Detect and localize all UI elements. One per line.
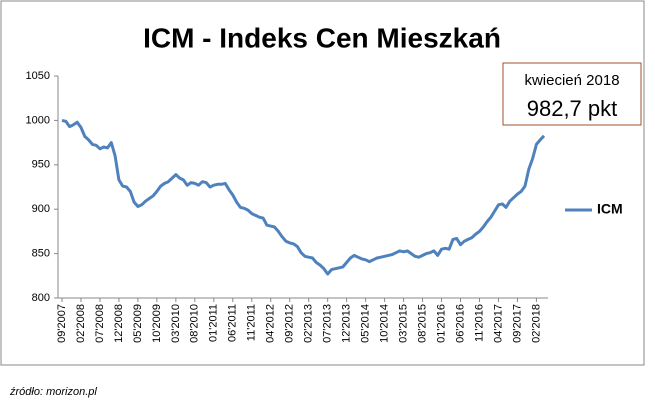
y-tick-label: 950: [32, 159, 50, 171]
x-tick-label: 05'2014: [360, 304, 372, 343]
x-tick-label: 09'2017: [511, 304, 523, 343]
annotation-value: 982,7 pkt: [527, 96, 618, 121]
y-tick-label: 850: [32, 248, 50, 260]
annotation-title: kwiecień 2018: [524, 72, 619, 89]
x-tick-label: 08'2015: [416, 304, 428, 343]
x-tick-label: 12'2013: [341, 304, 353, 343]
x-tick-label: 04'2017: [492, 304, 504, 343]
x-tick-label: 02'2018: [530, 304, 542, 343]
x-tick-label: 08'2010: [189, 304, 201, 343]
x-tick-label: 09'2007: [56, 304, 68, 343]
x-tick-label: 07'2013: [322, 304, 334, 343]
x-tick-label: 05'2009: [132, 304, 144, 343]
x-tick-label: 06'2016: [454, 304, 466, 343]
chart-title: ICM - Indeks Cen Mieszkań: [143, 22, 501, 53]
x-tick-label: 12'2008: [113, 304, 125, 343]
source: źródło: morizon.pl: [9, 386, 97, 398]
annotation-box: [502, 62, 642, 126]
x-tick-label: 02'2008: [75, 304, 87, 343]
x-tick-label: 02'2013: [303, 304, 315, 343]
x-tick-label: 09'2012: [284, 304, 296, 343]
y-tick-label: 900: [32, 203, 50, 215]
x-tick-label: 07'2008: [94, 304, 106, 343]
x-tick-label: 03'2015: [397, 304, 409, 343]
x-tick-label: 11'2016: [473, 304, 485, 342]
series-line: [61, 118, 546, 276]
legend-label: ICM: [597, 201, 623, 217]
x-tick-label: 03'2010: [170, 304, 182, 343]
x-tick-label: 06'2011: [227, 304, 239, 342]
y-tick-label: 800: [32, 292, 50, 304]
x-tick-label: 01'2016: [435, 304, 447, 343]
chart-frame: [0, 0, 645, 366]
y-tick-label: 1000: [26, 114, 50, 126]
x-tick-label: 11'2011: [246, 304, 258, 341]
x-tick-label: 10'2009: [151, 304, 163, 343]
y-tick-label: 1050: [26, 70, 50, 82]
x-tick-label: 04'2012: [265, 304, 277, 343]
x-tick-label: 10'2014: [379, 304, 391, 343]
x-tick-label: 01'2011: [208, 304, 220, 342]
